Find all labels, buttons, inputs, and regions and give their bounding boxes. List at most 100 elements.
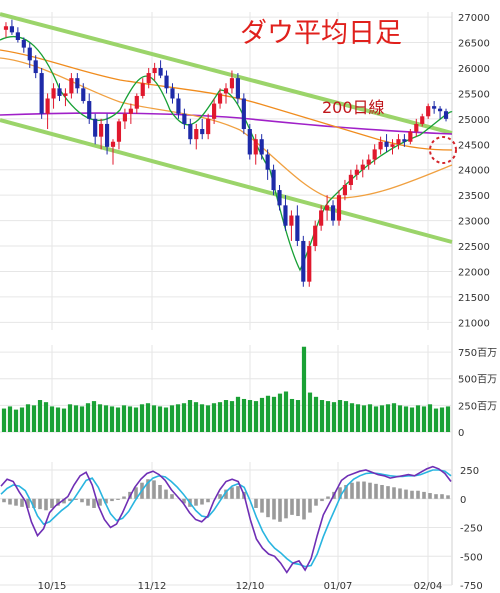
volume-bar xyxy=(55,407,61,432)
x-tick-labels: 10/15 11/12 12/10 01/07 02/04 xyxy=(38,581,443,592)
osc-hist-bar xyxy=(182,498,186,504)
candle-body xyxy=(93,118,98,137)
volume-bar xyxy=(19,407,25,432)
price-tick-label: 23500 xyxy=(458,191,490,202)
candle-body xyxy=(390,144,395,147)
candle-body xyxy=(122,113,127,122)
osc-hist-bar xyxy=(422,491,426,499)
osc-hist-bar xyxy=(308,498,312,513)
price-tick-label: 22500 xyxy=(458,242,490,253)
volume-bar xyxy=(103,405,109,432)
volume-bar xyxy=(205,405,211,432)
candle-body xyxy=(396,139,401,145)
volume-bar xyxy=(13,409,19,432)
osc-hist-bar xyxy=(122,496,126,499)
ma-200-line xyxy=(0,112,453,135)
candle-body xyxy=(408,131,413,142)
volume-bar xyxy=(127,406,133,432)
volume-bar xyxy=(259,397,265,432)
volume-bar xyxy=(181,403,187,432)
volume-bar xyxy=(73,405,79,432)
candle-body xyxy=(253,139,258,155)
volume-bar xyxy=(43,402,49,432)
osc-hist-bar xyxy=(44,498,48,511)
candle-body xyxy=(69,78,74,94)
volume-bar xyxy=(331,402,337,432)
volume-bar xyxy=(187,400,193,432)
volume-bar xyxy=(403,406,409,432)
osc-hist-bar xyxy=(104,498,108,504)
osc-hist-bar xyxy=(272,498,276,520)
osc-hist-bar xyxy=(374,483,378,499)
price-tick-label: 26500 xyxy=(458,39,490,50)
candle-body xyxy=(259,139,264,155)
candle-body xyxy=(15,32,20,40)
candle-body xyxy=(39,73,44,114)
volume-bar xyxy=(301,346,307,432)
candle-body xyxy=(45,98,50,114)
candle-body xyxy=(212,103,217,119)
osc-hist-bar xyxy=(152,480,156,499)
osc-hist-bar xyxy=(266,498,270,518)
candle-body xyxy=(51,88,56,99)
volume-bar xyxy=(235,396,241,432)
volume-bar xyxy=(67,404,73,432)
x-tick-label: 11/12 xyxy=(138,581,167,592)
volume-bar xyxy=(415,405,421,432)
channel-lines xyxy=(0,12,453,244)
volume-bar xyxy=(355,404,361,432)
volume-bar xyxy=(31,405,37,432)
volume-bar xyxy=(91,401,97,432)
osc-hist-bar xyxy=(320,498,324,502)
osc-hist-bar xyxy=(392,487,396,499)
osc-hist-bar xyxy=(224,489,228,499)
osc-hist-bar xyxy=(158,484,162,499)
osc-hist-bar xyxy=(164,489,168,499)
candle-body xyxy=(57,88,62,96)
volume-bar xyxy=(1,408,7,432)
price-tick-label: 23000 xyxy=(458,217,490,228)
osc-hist-bar xyxy=(116,498,120,500)
candle-body xyxy=(360,164,365,170)
volume-bar xyxy=(271,396,277,432)
osc-hist-bar xyxy=(98,498,102,506)
candle-body xyxy=(217,93,223,104)
volume-tick-labels: 750百万 500百万 250百万 0 xyxy=(458,347,497,439)
candle-body xyxy=(277,190,282,206)
volume-bar xyxy=(391,403,397,432)
candle-body xyxy=(313,225,318,247)
osc-hist-bar xyxy=(404,489,408,499)
price-tick-label: 25000 xyxy=(458,115,490,126)
volume-bar xyxy=(61,408,67,432)
osc-tick-label: -750 xyxy=(460,581,483,592)
price-tick-label: 26000 xyxy=(458,64,490,75)
volume-bar xyxy=(193,402,199,432)
candle-body xyxy=(188,123,193,140)
volume-tick-label: 250百万 xyxy=(458,400,497,412)
osc-hist-bar xyxy=(134,487,138,499)
candle-body xyxy=(384,141,389,147)
volume-bar xyxy=(169,405,175,432)
osc-hist-bar xyxy=(290,498,294,515)
price-tick-label: 21000 xyxy=(458,318,490,329)
candle-body xyxy=(194,129,199,140)
volume-bar xyxy=(397,405,403,432)
volume-bar xyxy=(307,392,313,432)
candle-body xyxy=(372,149,377,160)
candle-body xyxy=(301,240,306,282)
candle-body xyxy=(342,184,348,196)
candle-body xyxy=(307,246,312,282)
oscillator-histogram xyxy=(2,479,450,522)
ma-25-line xyxy=(0,57,453,199)
volume-bar xyxy=(145,403,151,432)
volume-tick-label: 750百万 xyxy=(458,347,497,359)
osc-grid xyxy=(0,469,452,586)
candle-body xyxy=(325,205,330,211)
candle-body xyxy=(200,129,205,135)
volume-bar xyxy=(373,406,379,432)
osc-hist-bar xyxy=(284,498,288,519)
candle-body xyxy=(432,106,437,109)
osc-hist-bar xyxy=(362,481,366,499)
osc-hist-bar xyxy=(68,498,72,502)
osc-hist-bar xyxy=(380,484,384,499)
